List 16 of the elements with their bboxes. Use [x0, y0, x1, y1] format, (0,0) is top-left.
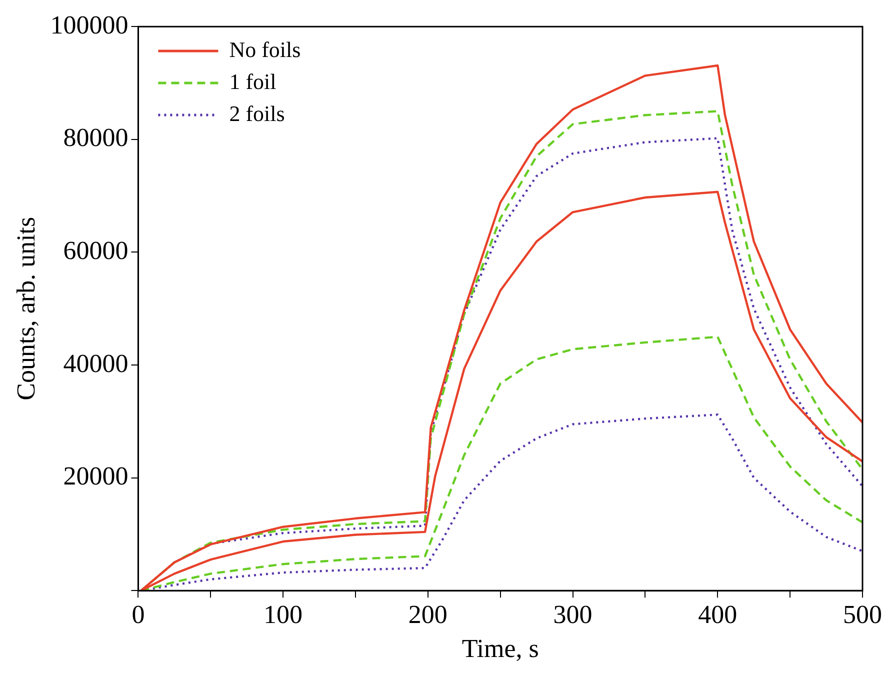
y-tick-label: 100000: [50, 10, 128, 40]
y-tick-label: 60000: [63, 236, 128, 266]
legend-label: 1 foil: [229, 68, 276, 94]
x-tick-label: 300: [553, 600, 592, 630]
y-tick-label: 40000: [63, 348, 128, 378]
y-axis-title: Counts, arb. units: [11, 216, 40, 400]
x-tick-label: 0: [132, 600, 145, 630]
y-tick-label: 20000: [63, 462, 128, 491]
legend-label: 2 foils: [229, 100, 285, 126]
y-tick-label: 80000: [63, 123, 128, 152]
x-axis-title: Time, s: [462, 634, 539, 664]
x-tick-label: 400: [698, 600, 738, 630]
x-tick-label: 100: [264, 600, 303, 630]
x-tick-label: 200: [408, 600, 448, 630]
legend-label: No foils: [229, 36, 301, 62]
x-tick-label: 500: [843, 600, 882, 630]
